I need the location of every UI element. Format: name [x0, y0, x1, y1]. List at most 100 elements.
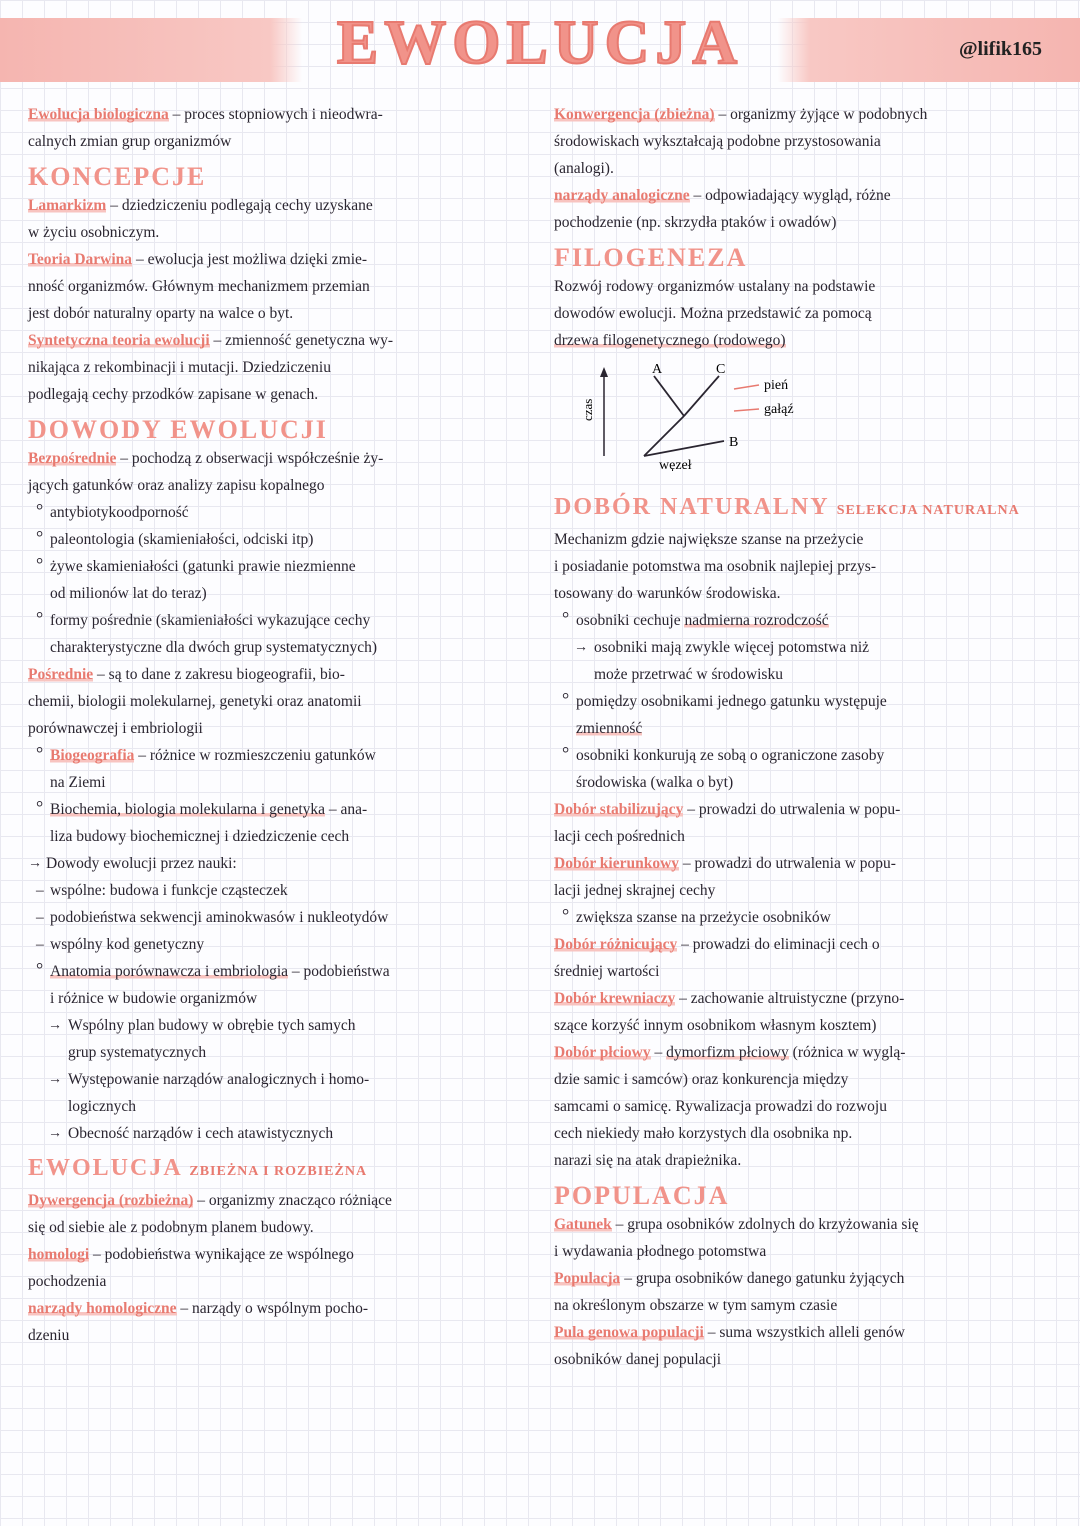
intro: Ewolucja biologiczna – proces stopniowyc… — [28, 102, 526, 127]
node-a: A — [652, 362, 663, 377]
term-biogeografia: Biogeografia — [50, 747, 134, 764]
text: – grupa osobników zdolnych do krzyżowani… — [612, 1216, 919, 1233]
text: charakterystyczne dla dwóch grup systema… — [28, 635, 526, 660]
text: – organizmy żyjące w podobnych — [715, 106, 928, 123]
text: – prowadzi do utrwalenia w popu- — [679, 855, 896, 872]
line: homologi – podobieństwa wynikające ze ws… — [28, 1242, 526, 1267]
text: narazi się na atak drapieżnika. — [554, 1148, 1052, 1173]
node-b: B — [729, 435, 738, 450]
line: Dywergencja (rozbieżna) – organizmy znac… — [28, 1188, 526, 1213]
left-column: Ewolucja biologiczna – proces stopniowyc… — [28, 100, 526, 1506]
text: (różnica w wyglą- — [789, 1044, 906, 1061]
line: Dobór płciowy – dymorfizm płciowy (różni… — [554, 1040, 1052, 1065]
text: jest dobór naturalny oparty na walce o b… — [28, 301, 526, 326]
bullet: antybiotykoodporność — [28, 500, 526, 525]
line: Konwergencja (zbieżna) – organizmy żyjąc… — [554, 102, 1052, 127]
text: tosowany do warunków środowiska. — [554, 581, 1052, 606]
heading-koncepcje: KONCEPCJE — [28, 164, 526, 189]
heading-ewolucja-zb: EWOLUCJA ZBIEŻNA I ROZBIEŻNA — [28, 1156, 526, 1184]
line: Dobór krewniaczy – zachowanie altruistyc… — [554, 986, 1052, 1011]
text: drzewa filogenetycznego (rodowego) — [554, 328, 1052, 353]
term-narzady-anal: narządy analogiczne — [554, 187, 690, 204]
term-lamarkizm: Lamarkizm — [28, 197, 106, 214]
bullet: osobniki konkurują ze sobą o ograniczone… — [554, 743, 1052, 768]
text: dzeniu — [28, 1323, 526, 1348]
dash-bullet: wspólne: budowa i funkcje cząsteczek — [28, 878, 526, 903]
bullet: Anatomia porównawcza i embriologia – pod… — [28, 959, 526, 984]
text: lacji jednej skrajnej cechy — [554, 878, 1052, 903]
heading-filogeneza: FILOGENEZA — [554, 245, 1052, 270]
heading-populacja: POPULACJA — [554, 1183, 1052, 1208]
term-syntetyczna: Syntetyczna teoria ewolucji — [28, 332, 210, 349]
dash-bullet: wspólny kod genetyczny — [28, 932, 526, 957]
text: – zmienność genetyczna wy- — [210, 332, 393, 349]
line: Bezpośrednie – pochodzą z obserwacji wsp… — [28, 446, 526, 471]
bullet: Biogeografia – różnice w rozmieszczeniu … — [28, 743, 526, 768]
text: – organizmy znacząco różniące — [193, 1192, 392, 1209]
text: dowodów ewolucji. Można przedstawić za p… — [554, 301, 1052, 326]
text: osobniki cechuje — [576, 612, 684, 629]
text: średniej wartości — [554, 959, 1052, 984]
text: jących gatunków oraz analizy zapisu kopa… — [28, 473, 526, 498]
text: samcami o samicę. Rywalizacja prowadzi d… — [554, 1094, 1052, 1119]
text: logicznych — [28, 1094, 526, 1119]
bullet: żywe skamieniałości (gatunki prawie niez… — [28, 554, 526, 579]
text: Rozwój rodowy organizmów ustalany na pod… — [554, 274, 1052, 299]
term-anatomia: Anatomia porównawcza i embriologia — [50, 963, 288, 980]
bullet: formy pośrednie (skamieniałości wykazują… — [28, 608, 526, 633]
line: Lamarkizm – dziedziczeniu podlegają cech… — [28, 193, 526, 218]
text: calnych zmian grup organizmów — [28, 129, 526, 154]
term-dobor-krew: Dobór krewniaczy — [554, 990, 675, 1007]
term-dywergencja: Dywergencja (rozbieżna) — [28, 1192, 193, 1209]
term-populacja: Populacja — [554, 1270, 620, 1287]
text: chemii, biologii molekularnej, genetyki … — [28, 689, 526, 714]
term-dobor-roz: Dobór różnicujący — [554, 936, 677, 953]
text: – podobieństwa wynikające ze wspólnego — [89, 1246, 354, 1263]
line: Dobór kierunkowy – prowadzi do utrwaleni… — [554, 851, 1052, 876]
bullet: Biochemia, biologia molekularna i genety… — [28, 797, 526, 822]
term-drzewo: drzewa filogenetycznego (rodowego) — [554, 332, 786, 349]
text: (analogi). — [554, 156, 1052, 181]
term-biochemia: Biochemia, biologia molekularna i genety… — [50, 801, 325, 818]
text: dzie samic i samców) oraz konkurencja mi… — [554, 1067, 1052, 1092]
term-bezposrednie: Bezpośrednie — [28, 450, 116, 467]
bullet: paleontologia (skamieniałości, odciski i… — [28, 527, 526, 552]
term-posrednie: Pośrednie — [28, 666, 93, 683]
text: – narządy o wspólnym pocho- — [177, 1300, 369, 1317]
text: nikająca z rekombinacji i mutacji. Dzied… — [28, 355, 526, 380]
text: – są to dane z zakresu biogeografii, bio… — [93, 666, 345, 683]
text: – suma wszystkich alleli genów — [704, 1324, 905, 1341]
text: na Ziemi — [28, 770, 526, 795]
text: – odpowiadający wygląd, różne — [690, 187, 891, 204]
bullet: osobniki cechuje nadmierna rozrodczość — [554, 608, 1052, 633]
label-galaz: gałąź — [764, 402, 794, 417]
text: i różnice w budowie organizmów — [28, 986, 526, 1011]
line: Dobór stabilizujący – prowadzi do utrwal… — [554, 797, 1052, 822]
text: EWOLUCJA — [28, 1155, 181, 1181]
underline: nadmierna rozrodczość — [684, 612, 828, 629]
text: się od siebie ale z podobnym planem budo… — [28, 1215, 526, 1240]
text: DOBÓR NATURALNY — [554, 494, 829, 520]
text: liza budowy biochemicznej i dziedziczeni… — [28, 824, 526, 849]
label-pien: pień — [764, 378, 788, 393]
underline: dymorfizm płciowy — [666, 1044, 789, 1061]
right-column: Konwergencja (zbieżna) – organizmy żyjąc… — [554, 100, 1052, 1506]
term-pula: Pula genowa populacji — [554, 1324, 704, 1341]
text: Mechanizm gdzie największe szanse na prz… — [554, 527, 1052, 552]
text: – pochodzą z obserwacji współcześnie ży- — [116, 450, 383, 467]
line: narządy analogiczne – odpowiadający wygl… — [554, 183, 1052, 208]
text: – ana- — [325, 801, 367, 818]
term-konwergencja: Konwergencja (zbieżna) — [554, 106, 715, 123]
sub-arrow: Wspólny plan budowy w obrębie tych samyc… — [28, 1013, 526, 1038]
arrow-line: Dowody ewolucji przez nauki: — [28, 851, 526, 876]
heading-dowody: DOWODY EWOLUCJI — [28, 417, 526, 442]
content-columns: Ewolucja biologiczna – proces stopniowyc… — [28, 100, 1052, 1506]
text: od milionów lat do teraz) — [28, 581, 526, 606]
text: w życiu osobniczym. — [28, 220, 526, 245]
term-dobor-plc: Dobór płciowy — [554, 1044, 651, 1061]
text: porównawczej i embriologii — [28, 716, 526, 741]
bullet: zwiększa szanse na przeżycie osobników — [554, 905, 1052, 930]
text: nność organizmów. Głównym mechanizmem pr… — [28, 274, 526, 299]
text: cech niekiedy mało korzystych dla osobni… — [554, 1121, 1052, 1146]
text: – różnice w rozmieszczeniu gatunków — [134, 747, 375, 764]
